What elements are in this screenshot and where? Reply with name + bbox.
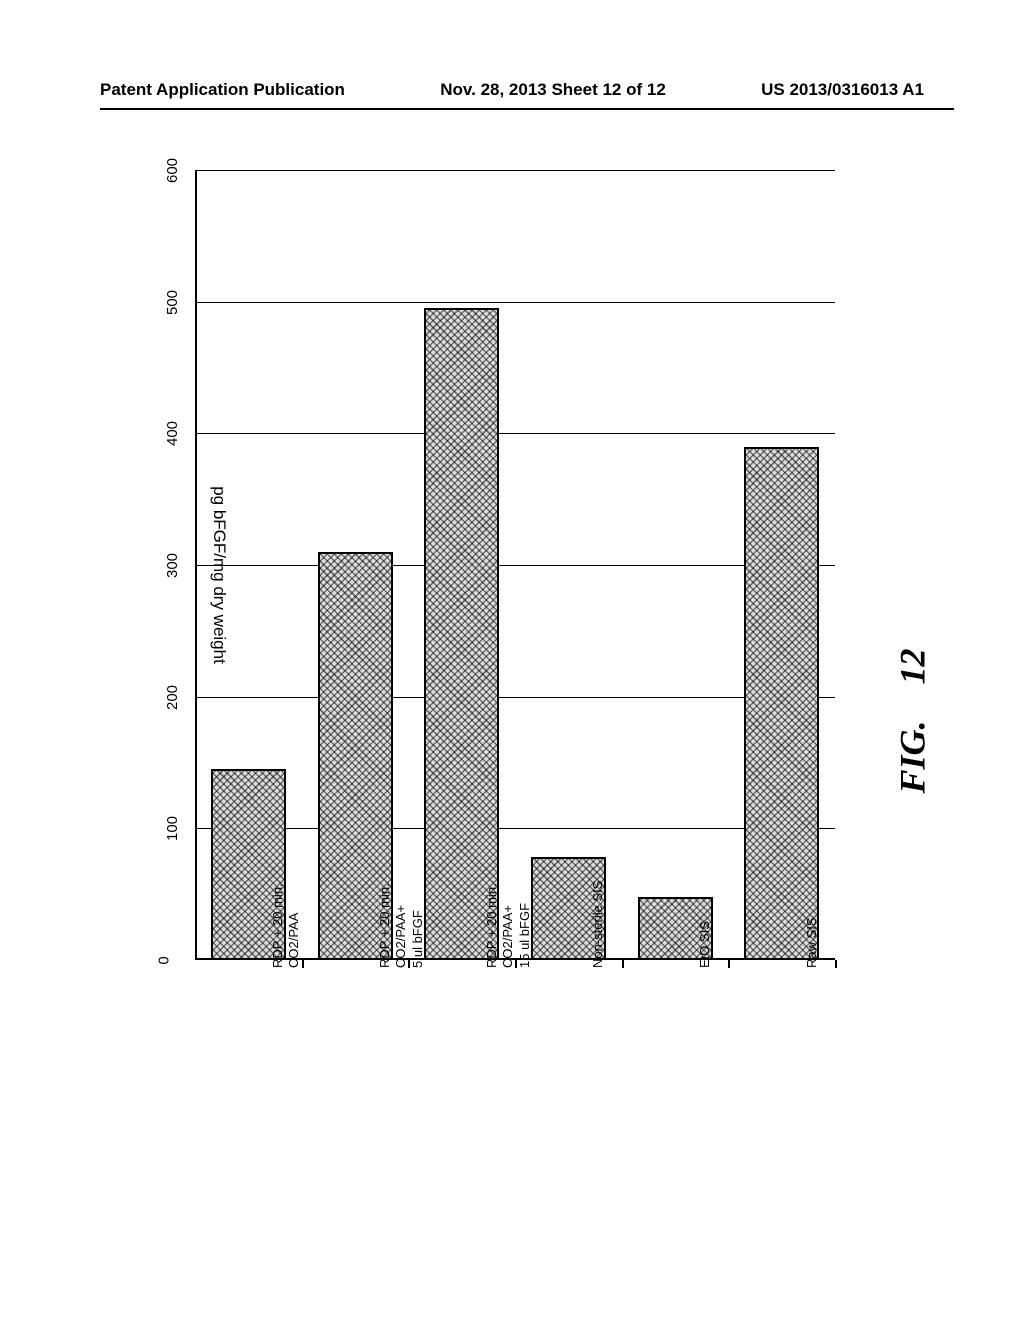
category-label: Non-sterile SIS <box>590 881 606 968</box>
y-tick-label: 200 <box>164 685 181 710</box>
category-label: RDP + 20 min.CO2/PAA+5 ul bFGF <box>377 883 426 968</box>
header-right: US 2013/0316013 A1 <box>761 80 924 100</box>
y-tick-label: 0 <box>156 956 173 964</box>
gridline <box>195 170 835 171</box>
figure-caption: FIG. 12 <box>892 648 934 793</box>
gridline <box>195 433 835 434</box>
figure-prefix: FIG. <box>893 720 933 793</box>
category-tick <box>622 960 624 968</box>
bar-chart: 0100200300400500600 RDP + 20 min.CO2/PAA… <box>105 170 875 1040</box>
y-tick-label: 100 <box>164 816 181 841</box>
category-label: EtO SIS <box>697 921 713 968</box>
category-label: RDP + 20 min.CO2/PAA <box>270 883 303 968</box>
gridline <box>195 565 835 566</box>
gridline <box>195 828 835 829</box>
gridline <box>195 697 835 698</box>
page-header: Patent Application Publication Nov. 28, … <box>0 80 1024 100</box>
y-tick-label: 500 <box>164 290 181 315</box>
y-tick-label: 400 <box>164 421 181 446</box>
chart-bar <box>424 308 499 960</box>
chart-bar <box>744 447 819 961</box>
header-divider <box>100 108 954 110</box>
header-center: Nov. 28, 2013 Sheet 12 of 12 <box>440 80 666 100</box>
category-tick <box>835 960 837 968</box>
header-left: Patent Application Publication <box>100 80 345 100</box>
y-axis-title: pg bFGF/mg dry weight <box>209 486 229 664</box>
category-label: RDP + 20 min.CO2/PAA+15 ul bFGF <box>484 883 533 968</box>
gridline <box>195 302 835 303</box>
y-tick-label: 300 <box>164 553 181 578</box>
y-tick-label: 600 <box>164 158 181 183</box>
category-tick <box>728 960 730 968</box>
category-label: Raw SIS <box>804 917 820 968</box>
figure-number: 12 <box>893 648 933 684</box>
